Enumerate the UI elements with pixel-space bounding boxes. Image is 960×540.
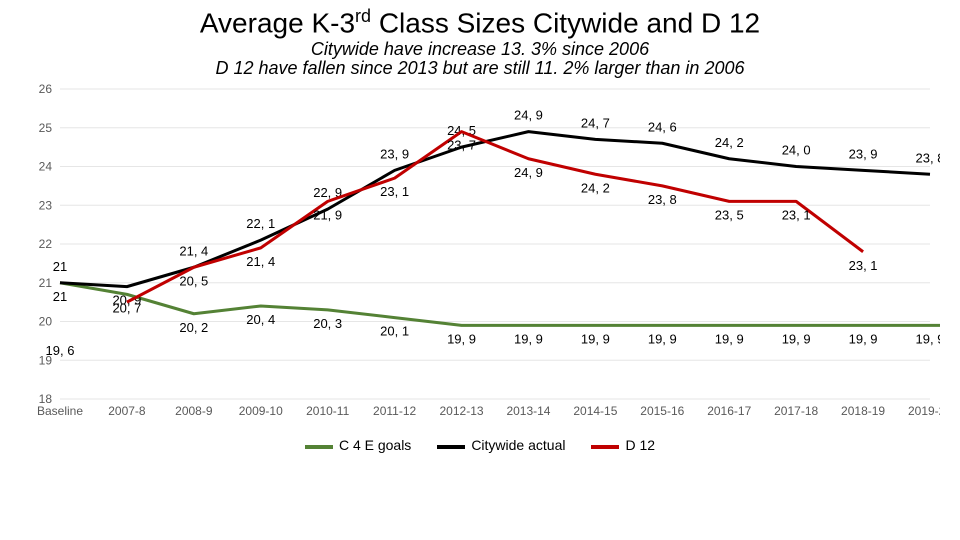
svg-text:2017-18: 2017-18 xyxy=(774,404,818,418)
svg-text:20, 3: 20, 3 xyxy=(313,316,342,331)
svg-text:23, 9: 23, 9 xyxy=(849,147,878,162)
legend-label: C 4 E goals xyxy=(339,437,411,453)
svg-text:2014-15: 2014-15 xyxy=(573,404,617,418)
title-pre: Average K-3 xyxy=(200,7,355,38)
svg-text:19, 9: 19, 9 xyxy=(447,332,476,347)
svg-text:2010-11: 2010-11 xyxy=(306,404,349,418)
svg-text:25: 25 xyxy=(39,121,53,135)
legend-swatch xyxy=(305,445,333,449)
legend-swatch xyxy=(591,445,619,449)
svg-text:20, 2: 20, 2 xyxy=(179,320,208,335)
chart-legend: C 4 E goals Citywide actual D 12 xyxy=(0,437,960,453)
svg-text:20, 9: 20, 9 xyxy=(112,293,141,308)
legend-item-citywide: Citywide actual xyxy=(437,437,565,453)
svg-text:23, 9: 23, 9 xyxy=(380,147,409,162)
svg-text:24, 0: 24, 0 xyxy=(782,143,811,158)
svg-text:21, 9: 21, 9 xyxy=(313,208,342,223)
legend-label: Citywide actual xyxy=(471,437,565,453)
svg-text:24, 7: 24, 7 xyxy=(581,116,610,131)
svg-text:Baseline: Baseline xyxy=(37,404,83,418)
svg-text:23, 1: 23, 1 xyxy=(782,208,811,223)
svg-text:21, 4: 21, 4 xyxy=(246,254,275,269)
svg-text:2011-12: 2011-12 xyxy=(373,404,416,418)
svg-text:22: 22 xyxy=(39,237,53,251)
svg-text:23, 8: 23, 8 xyxy=(916,151,940,166)
svg-text:19, 9: 19, 9 xyxy=(715,332,744,347)
title-sup: rd xyxy=(355,6,371,26)
svg-text:19, 9: 19, 9 xyxy=(849,332,878,347)
svg-text:2016-17: 2016-17 xyxy=(707,404,751,418)
svg-text:24, 2: 24, 2 xyxy=(581,181,610,196)
svg-text:21: 21 xyxy=(53,259,67,274)
svg-text:21: 21 xyxy=(53,289,67,304)
svg-text:23, 7: 23, 7 xyxy=(447,138,476,153)
svg-text:2012-13: 2012-13 xyxy=(440,404,484,418)
svg-text:2007-8: 2007-8 xyxy=(108,404,146,418)
svg-text:20: 20 xyxy=(39,315,53,329)
svg-text:2013-14: 2013-14 xyxy=(506,404,550,418)
svg-text:22, 1: 22, 1 xyxy=(246,216,275,231)
svg-text:23: 23 xyxy=(39,199,53,213)
svg-text:20, 5: 20, 5 xyxy=(179,274,208,289)
svg-text:21, 4: 21, 4 xyxy=(179,244,208,259)
svg-text:2019-20: 2019-20 xyxy=(908,404,940,418)
legend-label: D 12 xyxy=(625,437,655,453)
svg-text:19, 9: 19, 9 xyxy=(782,332,811,347)
svg-text:2018-19: 2018-19 xyxy=(841,404,885,418)
legend-item-c4e: C 4 E goals xyxy=(305,437,411,453)
svg-text:2008-9: 2008-9 xyxy=(175,404,213,418)
svg-text:19, 9: 19, 9 xyxy=(581,332,610,347)
svg-text:24, 9: 24, 9 xyxy=(514,165,543,180)
svg-text:24: 24 xyxy=(39,160,53,174)
svg-text:23, 5: 23, 5 xyxy=(715,208,744,223)
chart-title: Average K-3rd Class Sizes Citywide and D… xyxy=(0,6,960,39)
svg-text:20, 4: 20, 4 xyxy=(246,312,275,327)
svg-text:26: 26 xyxy=(39,82,53,96)
title-post: Class Sizes Citywide and D 12 xyxy=(371,7,760,38)
chart-subtitle-1: Citywide have increase 13. 3% since 2006 xyxy=(0,39,960,60)
legend-swatch xyxy=(437,445,465,449)
chart-subtitle-2: D 12 have fallen since 2013 but are stil… xyxy=(0,58,960,79)
svg-text:19, 9: 19, 9 xyxy=(514,332,543,347)
svg-text:23, 8: 23, 8 xyxy=(648,192,677,207)
svg-text:2009-10: 2009-10 xyxy=(239,404,283,418)
svg-text:23, 1: 23, 1 xyxy=(849,258,878,273)
svg-text:23, 1: 23, 1 xyxy=(380,184,409,199)
svg-text:24, 2: 24, 2 xyxy=(715,135,744,150)
svg-text:19, 9: 19, 9 xyxy=(916,332,940,347)
svg-text:20, 1: 20, 1 xyxy=(380,324,409,339)
svg-text:19, 6: 19, 6 xyxy=(46,343,75,358)
svg-text:24, 9: 24, 9 xyxy=(514,108,543,123)
svg-text:24, 6: 24, 6 xyxy=(648,120,677,135)
line-chart: 181920212223242526Baseline2007-82008-920… xyxy=(20,79,940,439)
svg-text:19, 9: 19, 9 xyxy=(648,332,677,347)
svg-text:21: 21 xyxy=(39,276,53,290)
svg-text:2015-16: 2015-16 xyxy=(640,404,684,418)
legend-item-d12: D 12 xyxy=(591,437,655,453)
